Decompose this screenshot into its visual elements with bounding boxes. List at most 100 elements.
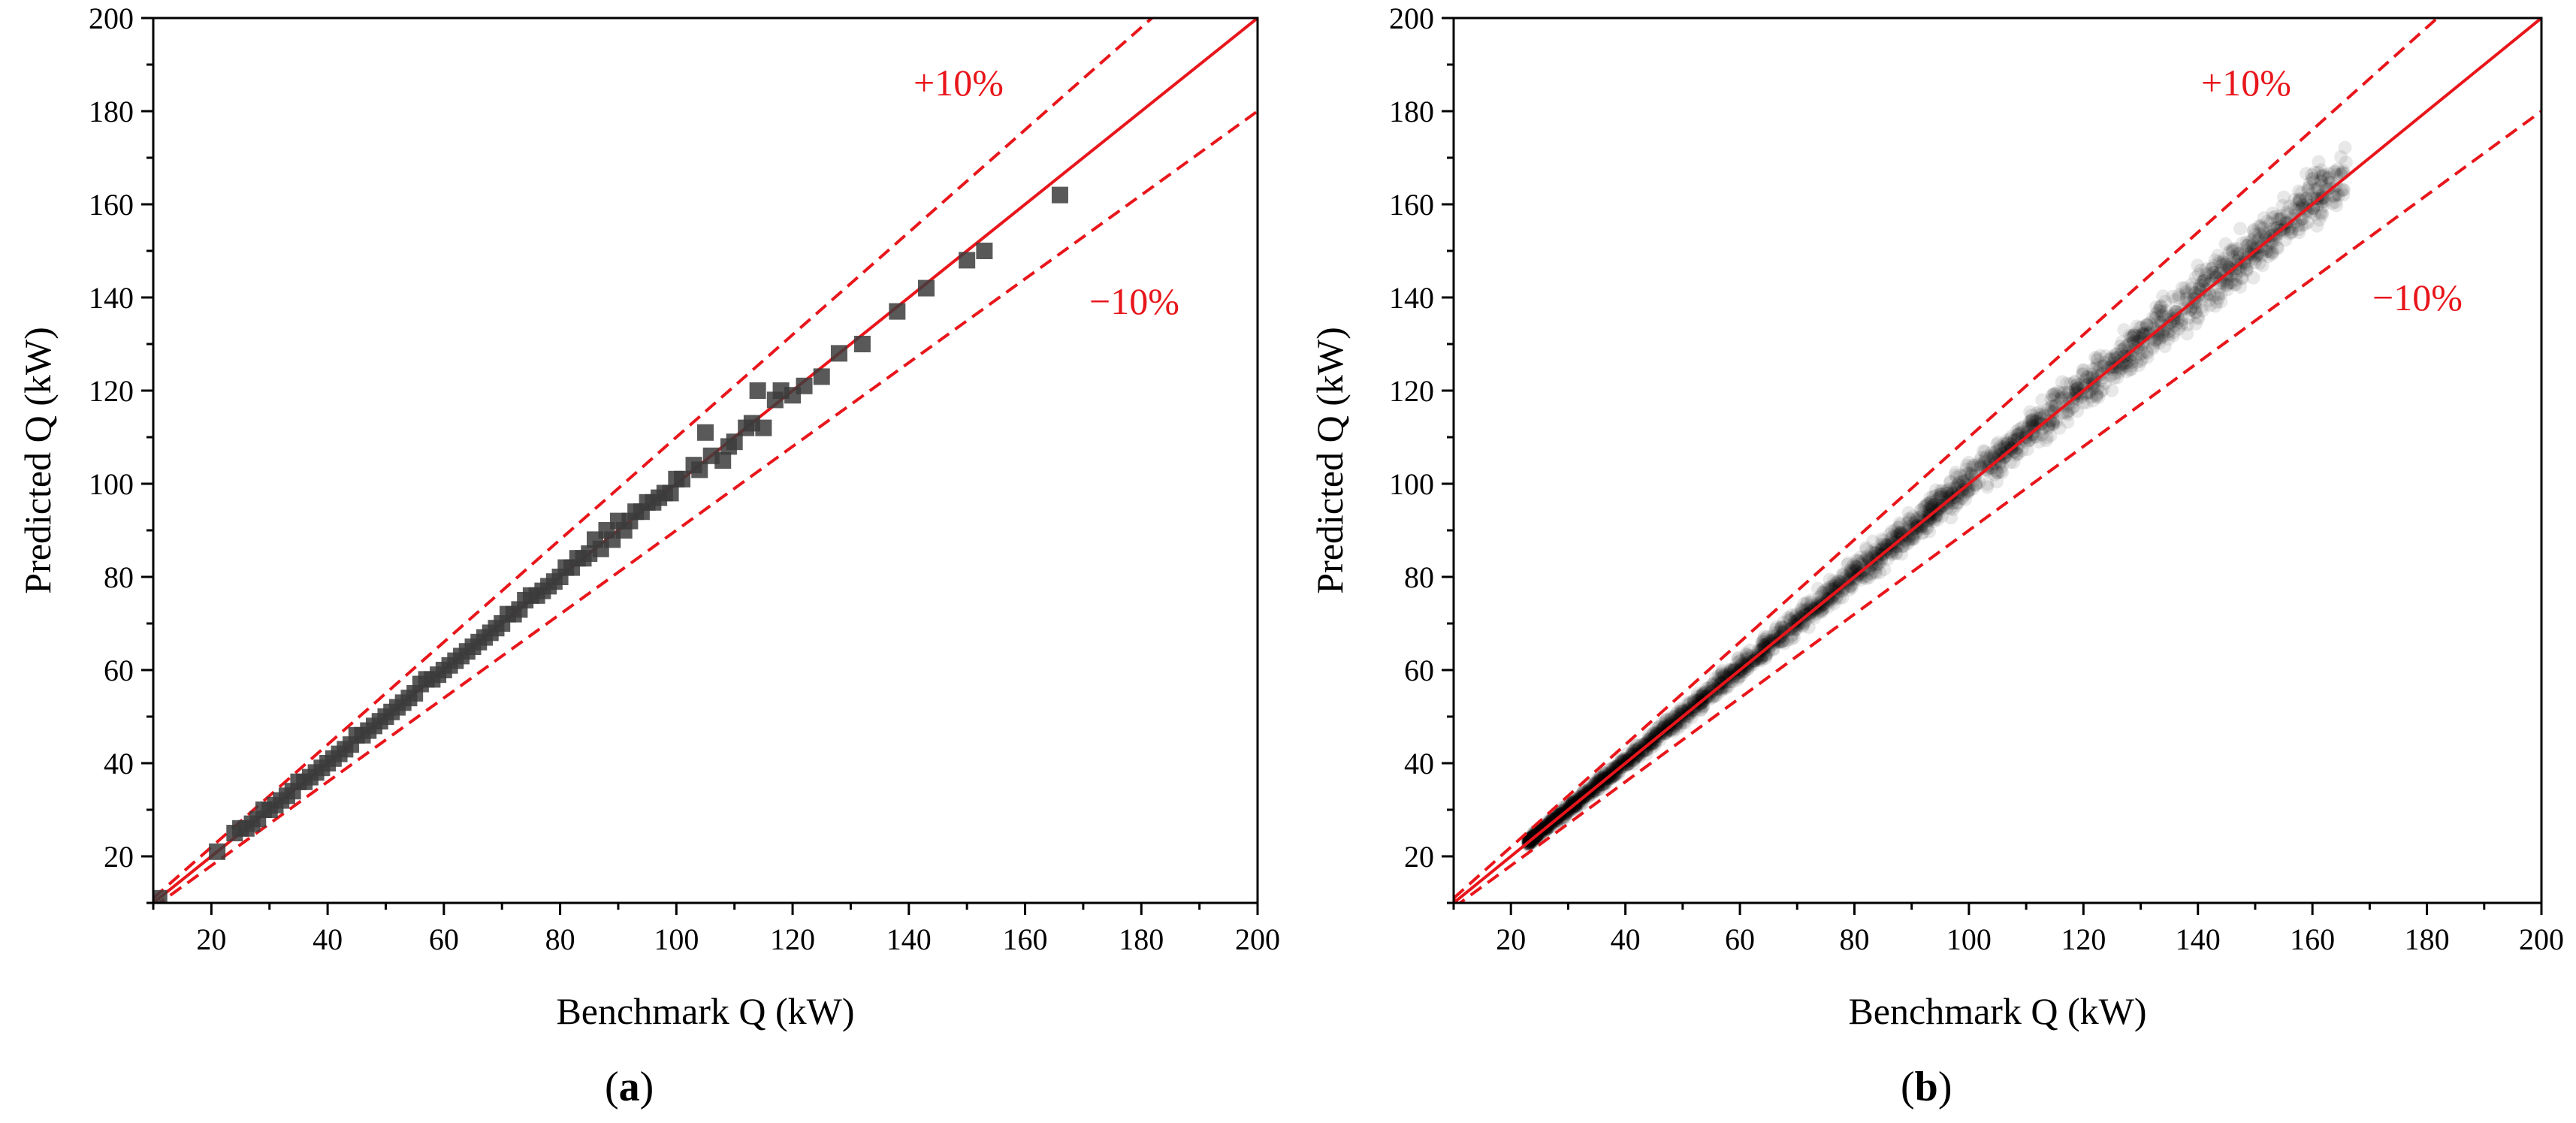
data-point <box>813 368 830 385</box>
data-point <box>1727 672 1741 686</box>
data-point <box>2020 442 2034 457</box>
data-point <box>2085 394 2100 408</box>
data-point <box>1538 818 1552 832</box>
data-point <box>1528 826 1542 841</box>
data-point <box>2301 183 2315 198</box>
data-point <box>1844 563 1858 578</box>
data-point <box>2014 421 2028 435</box>
data-point <box>2302 180 2316 194</box>
data-point <box>1990 466 2004 480</box>
data-point <box>2217 252 2231 266</box>
data-point <box>1757 629 1771 644</box>
data-point <box>1644 738 1659 752</box>
data-point <box>1653 720 1667 734</box>
data-point <box>2168 318 2182 333</box>
data-point <box>1620 757 1635 771</box>
data-point <box>2039 433 2053 448</box>
data-point <box>2277 190 2291 204</box>
data-point <box>2121 344 2135 358</box>
data-point <box>1871 546 1886 560</box>
data-point <box>1921 514 1935 528</box>
data-point <box>976 243 993 259</box>
data-point <box>2230 273 2244 287</box>
data-point <box>2195 303 2209 318</box>
data-point <box>2220 282 2234 297</box>
data-point <box>1994 442 2008 457</box>
data-point <box>2125 330 2139 344</box>
data-point <box>1556 804 1570 818</box>
data-point <box>2299 192 2313 206</box>
data-point <box>1789 608 1804 623</box>
data-point <box>1759 632 1773 646</box>
data-point <box>2010 433 2025 447</box>
data-point <box>1961 466 1975 481</box>
data-point <box>2130 328 2144 343</box>
data-point <box>2321 171 2336 186</box>
data-point <box>1684 706 1698 720</box>
data-point <box>1885 524 1899 539</box>
data-point <box>2123 349 2137 363</box>
data-point <box>2124 331 2138 345</box>
data-point <box>2233 279 2248 294</box>
data-point <box>1522 838 1536 852</box>
panel-b-y-tick-label: 60 <box>1404 654 1434 687</box>
data-point <box>1924 512 1938 526</box>
data-point <box>1831 586 1845 600</box>
data-point <box>2016 424 2030 439</box>
data-point <box>1623 756 1637 771</box>
panel-a-x-tick-label: 140 <box>886 922 932 956</box>
data-point <box>2025 414 2040 428</box>
data-point <box>1581 790 1596 805</box>
data-point <box>2214 287 2228 301</box>
data-point <box>2191 309 2205 324</box>
data-point <box>1671 705 1685 719</box>
data-point <box>1597 770 1611 784</box>
data-point <box>1759 651 1773 665</box>
data-point <box>2191 282 2206 296</box>
data-point <box>2274 212 2288 226</box>
data-point <box>2087 378 2101 392</box>
data-point <box>2059 376 2073 391</box>
data-point <box>2219 257 2233 271</box>
data-point <box>2105 383 2119 397</box>
data-point <box>1895 539 1910 554</box>
data-point <box>2197 273 2212 288</box>
data-point <box>209 843 226 860</box>
data-point <box>1525 829 1539 843</box>
data-point <box>2312 213 2327 227</box>
data-point <box>1607 768 1621 783</box>
data-point <box>1892 520 1906 534</box>
data-point <box>2161 325 2175 340</box>
data-point <box>2208 265 2222 279</box>
data-point <box>2327 165 2342 180</box>
data-point <box>1650 727 1664 741</box>
data-point <box>1784 632 1798 646</box>
data-point <box>2172 322 2186 336</box>
data-point <box>1599 776 1613 790</box>
data-point <box>1593 774 1608 788</box>
data-point <box>1684 711 1699 725</box>
data-point <box>1974 457 1989 472</box>
data-point <box>1771 635 1786 649</box>
panel-b-y-tick-label: 200 <box>1389 2 1434 35</box>
data-point <box>1626 753 1641 767</box>
data-point <box>2248 255 2262 270</box>
data-point <box>2175 281 2189 295</box>
data-point <box>1755 641 1769 655</box>
data-point <box>1934 490 1948 504</box>
data-point <box>2047 399 2061 413</box>
data-point <box>2188 305 2203 319</box>
data-point <box>2143 326 2157 340</box>
data-point <box>1664 710 1678 724</box>
data-point <box>2203 298 2217 312</box>
data-point <box>2010 441 2024 455</box>
data-point <box>2125 358 2139 373</box>
data-point <box>2303 176 2317 190</box>
data-point <box>1566 795 1580 810</box>
data-point <box>2257 226 2271 240</box>
data-point <box>1972 454 1986 468</box>
data-point <box>1584 781 1598 795</box>
data-point <box>2061 407 2075 421</box>
panel-a-y-axis-title: Predicted Q (kW) <box>17 327 59 593</box>
data-point <box>2311 182 2325 196</box>
